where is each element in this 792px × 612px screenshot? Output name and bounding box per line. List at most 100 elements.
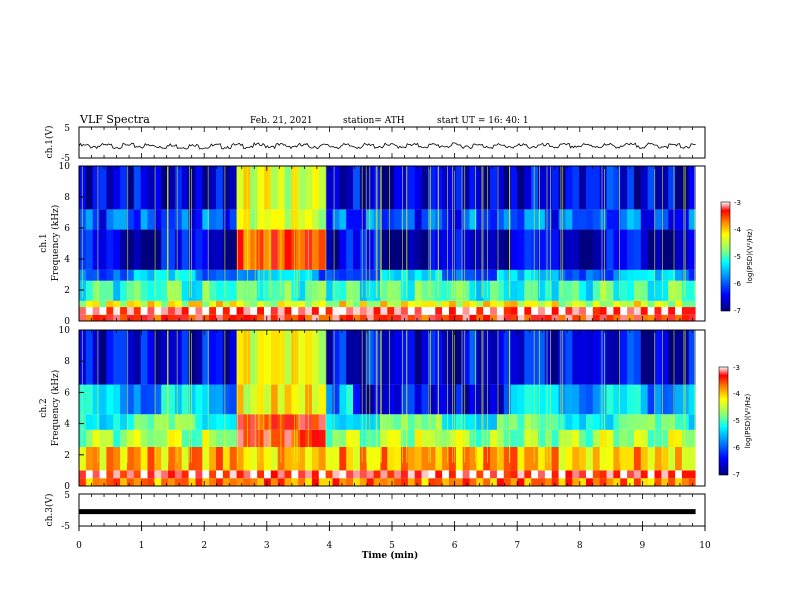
ch1-cell xyxy=(79,314,87,321)
ch1-cell xyxy=(627,229,635,270)
ch1-cell xyxy=(633,280,642,301)
ch1-cell xyxy=(544,300,553,308)
ch2-cell xyxy=(496,384,505,415)
ch2-cell xyxy=(216,478,224,486)
ch2-cell xyxy=(476,478,484,486)
ch1-cell xyxy=(92,166,100,210)
ch2-cell xyxy=(640,470,649,479)
ch2-cell xyxy=(332,384,340,415)
ch1-cell xyxy=(483,307,491,315)
ch2-cell xyxy=(270,478,279,486)
ch2-cell xyxy=(222,478,231,486)
ch1-cell xyxy=(291,209,299,230)
ch1-cell xyxy=(627,269,635,281)
ch2-cell xyxy=(284,470,292,479)
ch2-cell xyxy=(387,330,395,385)
ch2-cell xyxy=(661,414,669,430)
ch1-cell xyxy=(428,269,436,281)
ch1-cell xyxy=(168,314,176,321)
ch1-cell xyxy=(126,300,135,308)
ch1-cell xyxy=(284,269,292,281)
ch2-cell xyxy=(579,330,587,385)
ch2-cell xyxy=(613,470,621,479)
ch2-cell xyxy=(517,470,525,479)
ch2-cell xyxy=(222,384,231,415)
ch1-cell xyxy=(455,229,464,270)
ch1-cell xyxy=(99,314,107,321)
ch2-cell xyxy=(483,330,491,385)
ch2-cell xyxy=(401,330,409,385)
ch2-cell xyxy=(394,447,402,471)
ch1-cell xyxy=(181,229,190,270)
ch2-cell xyxy=(510,414,518,430)
ch1-cell xyxy=(298,229,306,270)
ch1-cell xyxy=(448,300,457,308)
ch1-cell xyxy=(318,314,327,321)
ch2-cell xyxy=(469,414,477,430)
ch1-cell xyxy=(298,280,306,301)
ch1-cell xyxy=(216,280,224,301)
ch1-cell xyxy=(222,229,231,270)
ch2-cell xyxy=(633,384,642,415)
ch1-cell xyxy=(401,166,409,210)
ch1-cell xyxy=(291,307,299,315)
ch2-cell xyxy=(332,414,340,430)
ch2-cell xyxy=(318,470,327,479)
ch2-cell xyxy=(147,384,155,415)
ch1-cell xyxy=(243,280,251,301)
ch1-cell xyxy=(448,307,457,315)
ch2-cell xyxy=(585,429,594,447)
ch2-cell xyxy=(188,429,196,447)
ch2-cell xyxy=(579,429,587,447)
ch1-cell xyxy=(585,280,594,301)
ch1-cell xyxy=(538,300,546,308)
ch1-cell xyxy=(359,280,368,301)
ch2-cell xyxy=(428,330,436,385)
ch1-cell xyxy=(284,166,292,210)
ch1-cell xyxy=(387,300,395,308)
ch1-cell xyxy=(503,209,512,230)
ch2-cell xyxy=(675,470,683,479)
ch2-cell xyxy=(496,478,505,486)
ch1-cell xyxy=(592,269,601,281)
ch2-cell xyxy=(202,330,210,385)
ch2-cell xyxy=(606,478,614,486)
ch1-cell xyxy=(298,300,306,308)
ch1-cell xyxy=(222,209,231,230)
ch2-cell xyxy=(161,384,169,415)
ch1-cell xyxy=(455,300,464,308)
ch2-cell xyxy=(311,414,320,430)
ch2-cell xyxy=(353,330,361,385)
ch1-cell xyxy=(79,300,87,308)
ch2-cell xyxy=(305,478,313,486)
ch1-cell xyxy=(490,307,498,315)
time-tick-label: 9 xyxy=(640,541,646,551)
ch2-cell xyxy=(284,414,292,430)
time-tick-label: 6 xyxy=(452,541,458,551)
ch1-cell xyxy=(517,229,525,270)
ch2-cell xyxy=(647,429,655,447)
ch1-cell xyxy=(181,209,190,230)
ch2-cell xyxy=(202,478,210,486)
ch2-cell xyxy=(599,447,607,471)
ch1-cell xyxy=(92,300,100,308)
ch2-cell xyxy=(216,384,224,415)
ch2-cell xyxy=(305,330,313,385)
ch2-cell xyxy=(401,429,409,447)
ch2-cell xyxy=(380,470,388,479)
ch2-cell xyxy=(675,447,683,471)
ch1-cell xyxy=(305,280,313,301)
ch2-cell xyxy=(544,447,553,471)
ch1-cell xyxy=(126,209,135,230)
ch1-cell xyxy=(359,300,368,308)
ch2-cell xyxy=(346,414,354,430)
ch1-cell xyxy=(284,280,292,301)
ch2-ytick-label: 8 xyxy=(64,357,70,367)
ch1-cell xyxy=(551,307,559,315)
ch2-cell xyxy=(551,414,559,430)
ch1-cell xyxy=(291,166,299,210)
ch2-cell xyxy=(407,447,416,471)
ch2-cell xyxy=(209,330,217,385)
ch2-cell xyxy=(544,429,553,447)
ch1-cell xyxy=(675,307,683,315)
